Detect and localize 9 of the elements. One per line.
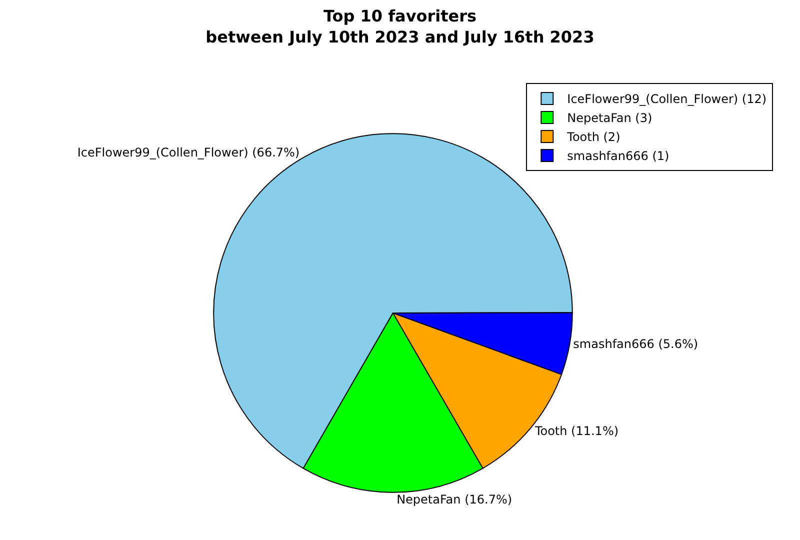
data-label: NepetaFan (16.7%): [396, 492, 512, 506]
chart-title: Top 10 favoriters between July 10th 2023 and July 16th 2023: [206, 6, 594, 46]
legend-label: NepetaFan (3): [567, 111, 652, 126]
data-label: smashfan666 (5.6%): [573, 337, 698, 352]
data-label: Tooth (11.1%): [534, 424, 619, 438]
data-label: IceFlower99_(Collen_Flower) (66.7%): [77, 145, 300, 160]
legend-label: Tooth (2): [566, 130, 620, 144]
legend-label: IceFlower99_(Collen_Flower) (12): [567, 92, 767, 106]
legend-label: smashfan666 (1): [567, 149, 670, 164]
